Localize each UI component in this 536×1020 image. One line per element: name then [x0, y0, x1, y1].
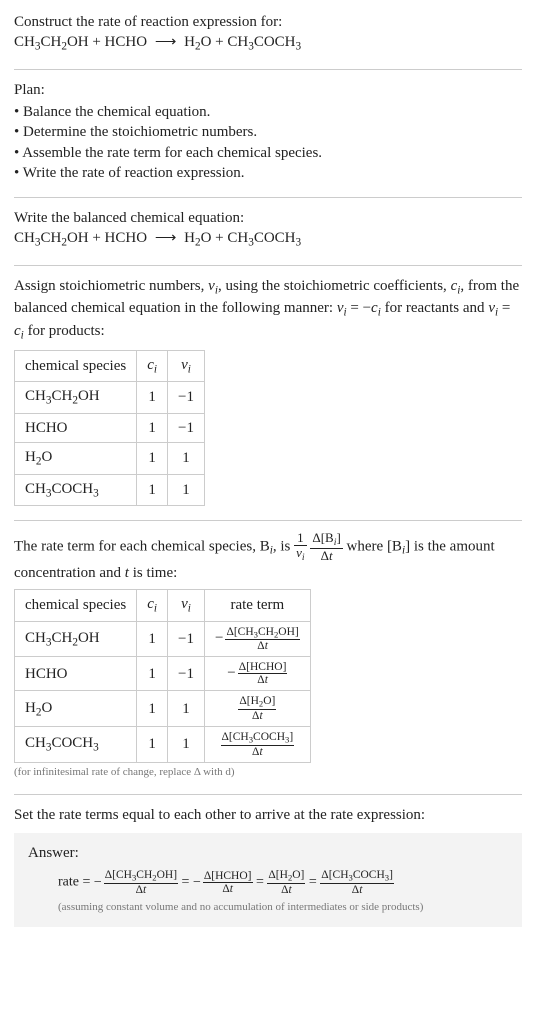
table-row: HCHO 1 −1 [15, 413, 205, 442]
cell-rate: Δ[H2O]Δt [204, 691, 310, 727]
answer-equation: rate = −Δ[CH3CH2OH]Δt = −Δ[HCHO]Δt = Δ[H… [28, 869, 508, 896]
cell-species: HCHO [15, 657, 137, 691]
cell-ci: 1 [137, 413, 168, 442]
cell-ci: 1 [137, 691, 168, 727]
rate-term: The rate term for each chemical species,… [14, 531, 522, 780]
cell-species: HCHO [15, 413, 137, 442]
stoich-table: chemical species ci νi CH3CH2OH 1 −1 HCH… [14, 350, 205, 507]
answer-box: Answer: rate = −Δ[CH3CH2OH]Δt = −Δ[HCHO]… [14, 833, 522, 927]
col-vi: νi [168, 590, 205, 622]
final: Set the rate terms equal to each other t… [14, 805, 522, 927]
cell-vi: −1 [168, 657, 205, 691]
cell-vi: −1 [168, 621, 205, 657]
cell-ci: 1 [137, 442, 168, 474]
cell-vi: −1 [168, 413, 205, 442]
plan-title: Plan: [14, 80, 522, 100]
answer-title: Answer: [28, 843, 508, 863]
cell-ci: 1 [137, 621, 168, 657]
header-prompt: Construct the rate of reaction expressio… [14, 12, 522, 32]
table-row: H2O 1 1 [15, 442, 205, 474]
cell-vi: 1 [168, 442, 205, 474]
col-rate: rate term [204, 590, 310, 622]
table-header: chemical species ci νi rate term [15, 590, 311, 622]
stoich-intro: Assign stoichiometric numbers, νi, using… [14, 276, 522, 344]
frac-delta-bi: Δ[Bi]Δt [310, 531, 342, 563]
cell-ci: 1 [137, 657, 168, 691]
balanced-intro: Write the balanced chemical equation: [14, 208, 522, 228]
header: Construct the rate of reaction expressio… [14, 12, 522, 55]
cell-rate: Δ[CH3COCH3]Δt [204, 727, 310, 763]
plan-item: Determine the stoichiometric numbers. [14, 122, 522, 142]
plan: Plan: Balance the chemical equation. Det… [14, 80, 522, 183]
divider [14, 69, 522, 70]
col-species: chemical species [15, 350, 137, 382]
answer-note: (assuming constant volume and no accumul… [28, 900, 508, 915]
plan-item: Write the rate of reaction expression. [14, 163, 522, 183]
divider [14, 197, 522, 198]
cell-species: H2O [15, 691, 137, 727]
cell-rate: −Δ[CH3CH2OH]Δt [204, 621, 310, 657]
table-row: CH3COCH3 1 1 [15, 474, 205, 506]
cell-vi: 1 [168, 691, 205, 727]
cell-vi: 1 [168, 727, 205, 763]
table-header: chemical species ci νi [15, 350, 205, 382]
cell-species: CH3COCH3 [15, 727, 137, 763]
table-row: CH3COCH3 1 1 Δ[CH3COCH3]Δt [15, 727, 311, 763]
col-species: chemical species [15, 590, 137, 622]
cell-species: CH3CH2OH [15, 621, 137, 657]
stoich: Assign stoichiometric numbers, νi, using… [14, 276, 522, 506]
cell-ci: 1 [137, 727, 168, 763]
plan-item: Balance the chemical equation. [14, 102, 522, 122]
final-intro: Set the rate terms equal to each other t… [14, 805, 522, 825]
cell-vi: −1 [168, 382, 205, 414]
cell-ci: 1 [137, 382, 168, 414]
cell-ci: 1 [137, 474, 168, 506]
rate-term-note: (for infinitesimal rate of change, repla… [14, 765, 522, 780]
plan-item: Assemble the rate term for each chemical… [14, 143, 522, 163]
frac-one-over-vi: 1νi [294, 531, 307, 563]
col-ci: ci [137, 590, 168, 622]
cell-species: CH3CH2OH [15, 382, 137, 414]
divider [14, 520, 522, 521]
col-ci: ci [137, 350, 168, 382]
table-row: H2O 1 1 Δ[H2O]Δt [15, 691, 311, 727]
table-row: CH3CH2OH 1 −1 −Δ[CH3CH2OH]Δt [15, 621, 311, 657]
balanced: Write the balanced chemical equation: CH… [14, 208, 522, 251]
cell-vi: 1 [168, 474, 205, 506]
header-equation: CH3CH2OH + HCHO ⟶ H2O + CH3COCH3 [14, 32, 522, 55]
table-row: HCHO 1 −1 −Δ[HCHO]Δt [15, 657, 311, 691]
balanced-equation: CH3CH2OH + HCHO ⟶ H2O + CH3COCH3 [14, 228, 522, 251]
divider [14, 794, 522, 795]
table-row: CH3CH2OH 1 −1 [15, 382, 205, 414]
rate-term-table: chemical species ci νi rate term CH3CH2O… [14, 589, 311, 763]
cell-rate: −Δ[HCHO]Δt [204, 657, 310, 691]
cell-species: CH3COCH3 [15, 474, 137, 506]
cell-species: H2O [15, 442, 137, 474]
col-vi: νi [168, 350, 205, 382]
plan-list: Balance the chemical equation. Determine… [14, 102, 522, 183]
divider [14, 265, 522, 266]
rate-term-intro: The rate term for each chemical species,… [14, 531, 522, 583]
